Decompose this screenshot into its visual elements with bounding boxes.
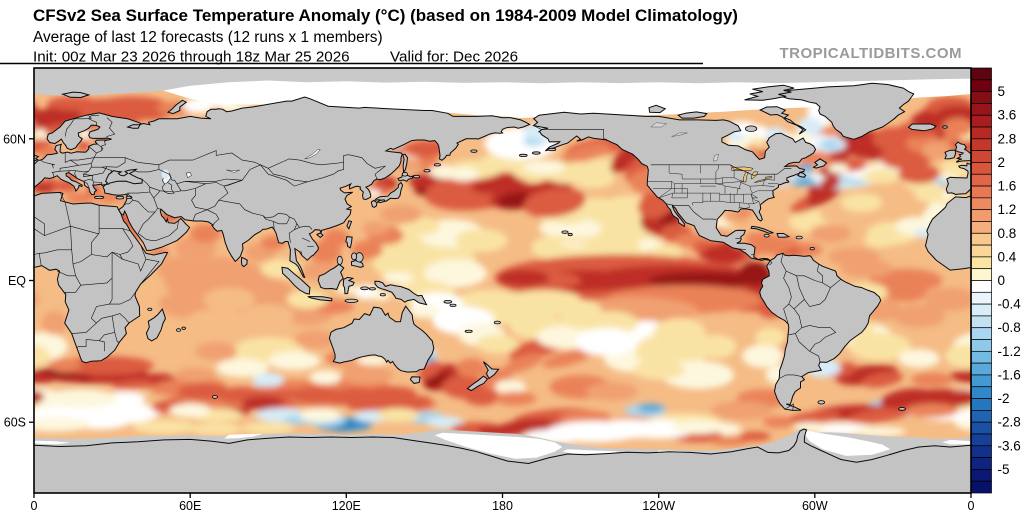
svg-text:0.4: 0.4 bbox=[998, 249, 1017, 264]
svg-text:2.8: 2.8 bbox=[998, 131, 1017, 146]
svg-text:TROPICALTIDBITS.COM: TROPICALTIDBITS.COM bbox=[779, 45, 962, 62]
svg-text:Init: 00z Mar 23 2026 through: Init: 00z Mar 23 2026 through 18z Mar 25… bbox=[33, 49, 350, 66]
svg-text:-3.6: -3.6 bbox=[998, 438, 1021, 453]
svg-text:0.8: 0.8 bbox=[998, 226, 1017, 241]
svg-text:180: 180 bbox=[492, 499, 513, 513]
svg-text:60E: 60E bbox=[179, 499, 201, 513]
svg-text:0: 0 bbox=[998, 273, 1006, 288]
svg-text:-0.4: -0.4 bbox=[998, 297, 1022, 312]
svg-text:-2: -2 bbox=[998, 391, 1010, 406]
svg-text:120E: 120E bbox=[332, 499, 361, 513]
svg-text:0: 0 bbox=[31, 499, 38, 513]
svg-text:2: 2 bbox=[998, 155, 1006, 170]
svg-text:-0.8: -0.8 bbox=[998, 320, 1021, 335]
svg-text:5: 5 bbox=[998, 84, 1006, 99]
svg-text:60N: 60N bbox=[3, 132, 26, 146]
svg-text:Valid for: Dec 2026: Valid for: Dec 2026 bbox=[390, 49, 518, 66]
svg-text:EQ: EQ bbox=[8, 274, 26, 288]
svg-text:3.6: 3.6 bbox=[998, 108, 1017, 123]
svg-text:1.2: 1.2 bbox=[998, 202, 1017, 217]
svg-text:-1.2: -1.2 bbox=[998, 344, 1021, 359]
svg-text:60S: 60S bbox=[4, 416, 26, 430]
svg-text:120W: 120W bbox=[642, 499, 675, 513]
svg-text:1.6: 1.6 bbox=[998, 179, 1017, 194]
svg-text:CFSv2 Sea Surface Temperature: CFSv2 Sea Surface Temperature Anomaly (°… bbox=[33, 6, 738, 25]
svg-text:Average of last 12 forecasts (: Average of last 12 forecasts (12 runs x … bbox=[33, 29, 383, 46]
svg-text:-1.6: -1.6 bbox=[998, 367, 1021, 382]
svg-text:-2.8: -2.8 bbox=[998, 415, 1021, 430]
svg-text:0: 0 bbox=[968, 499, 975, 513]
svg-text:60W: 60W bbox=[802, 499, 828, 513]
svg-text:-5: -5 bbox=[998, 462, 1010, 477]
